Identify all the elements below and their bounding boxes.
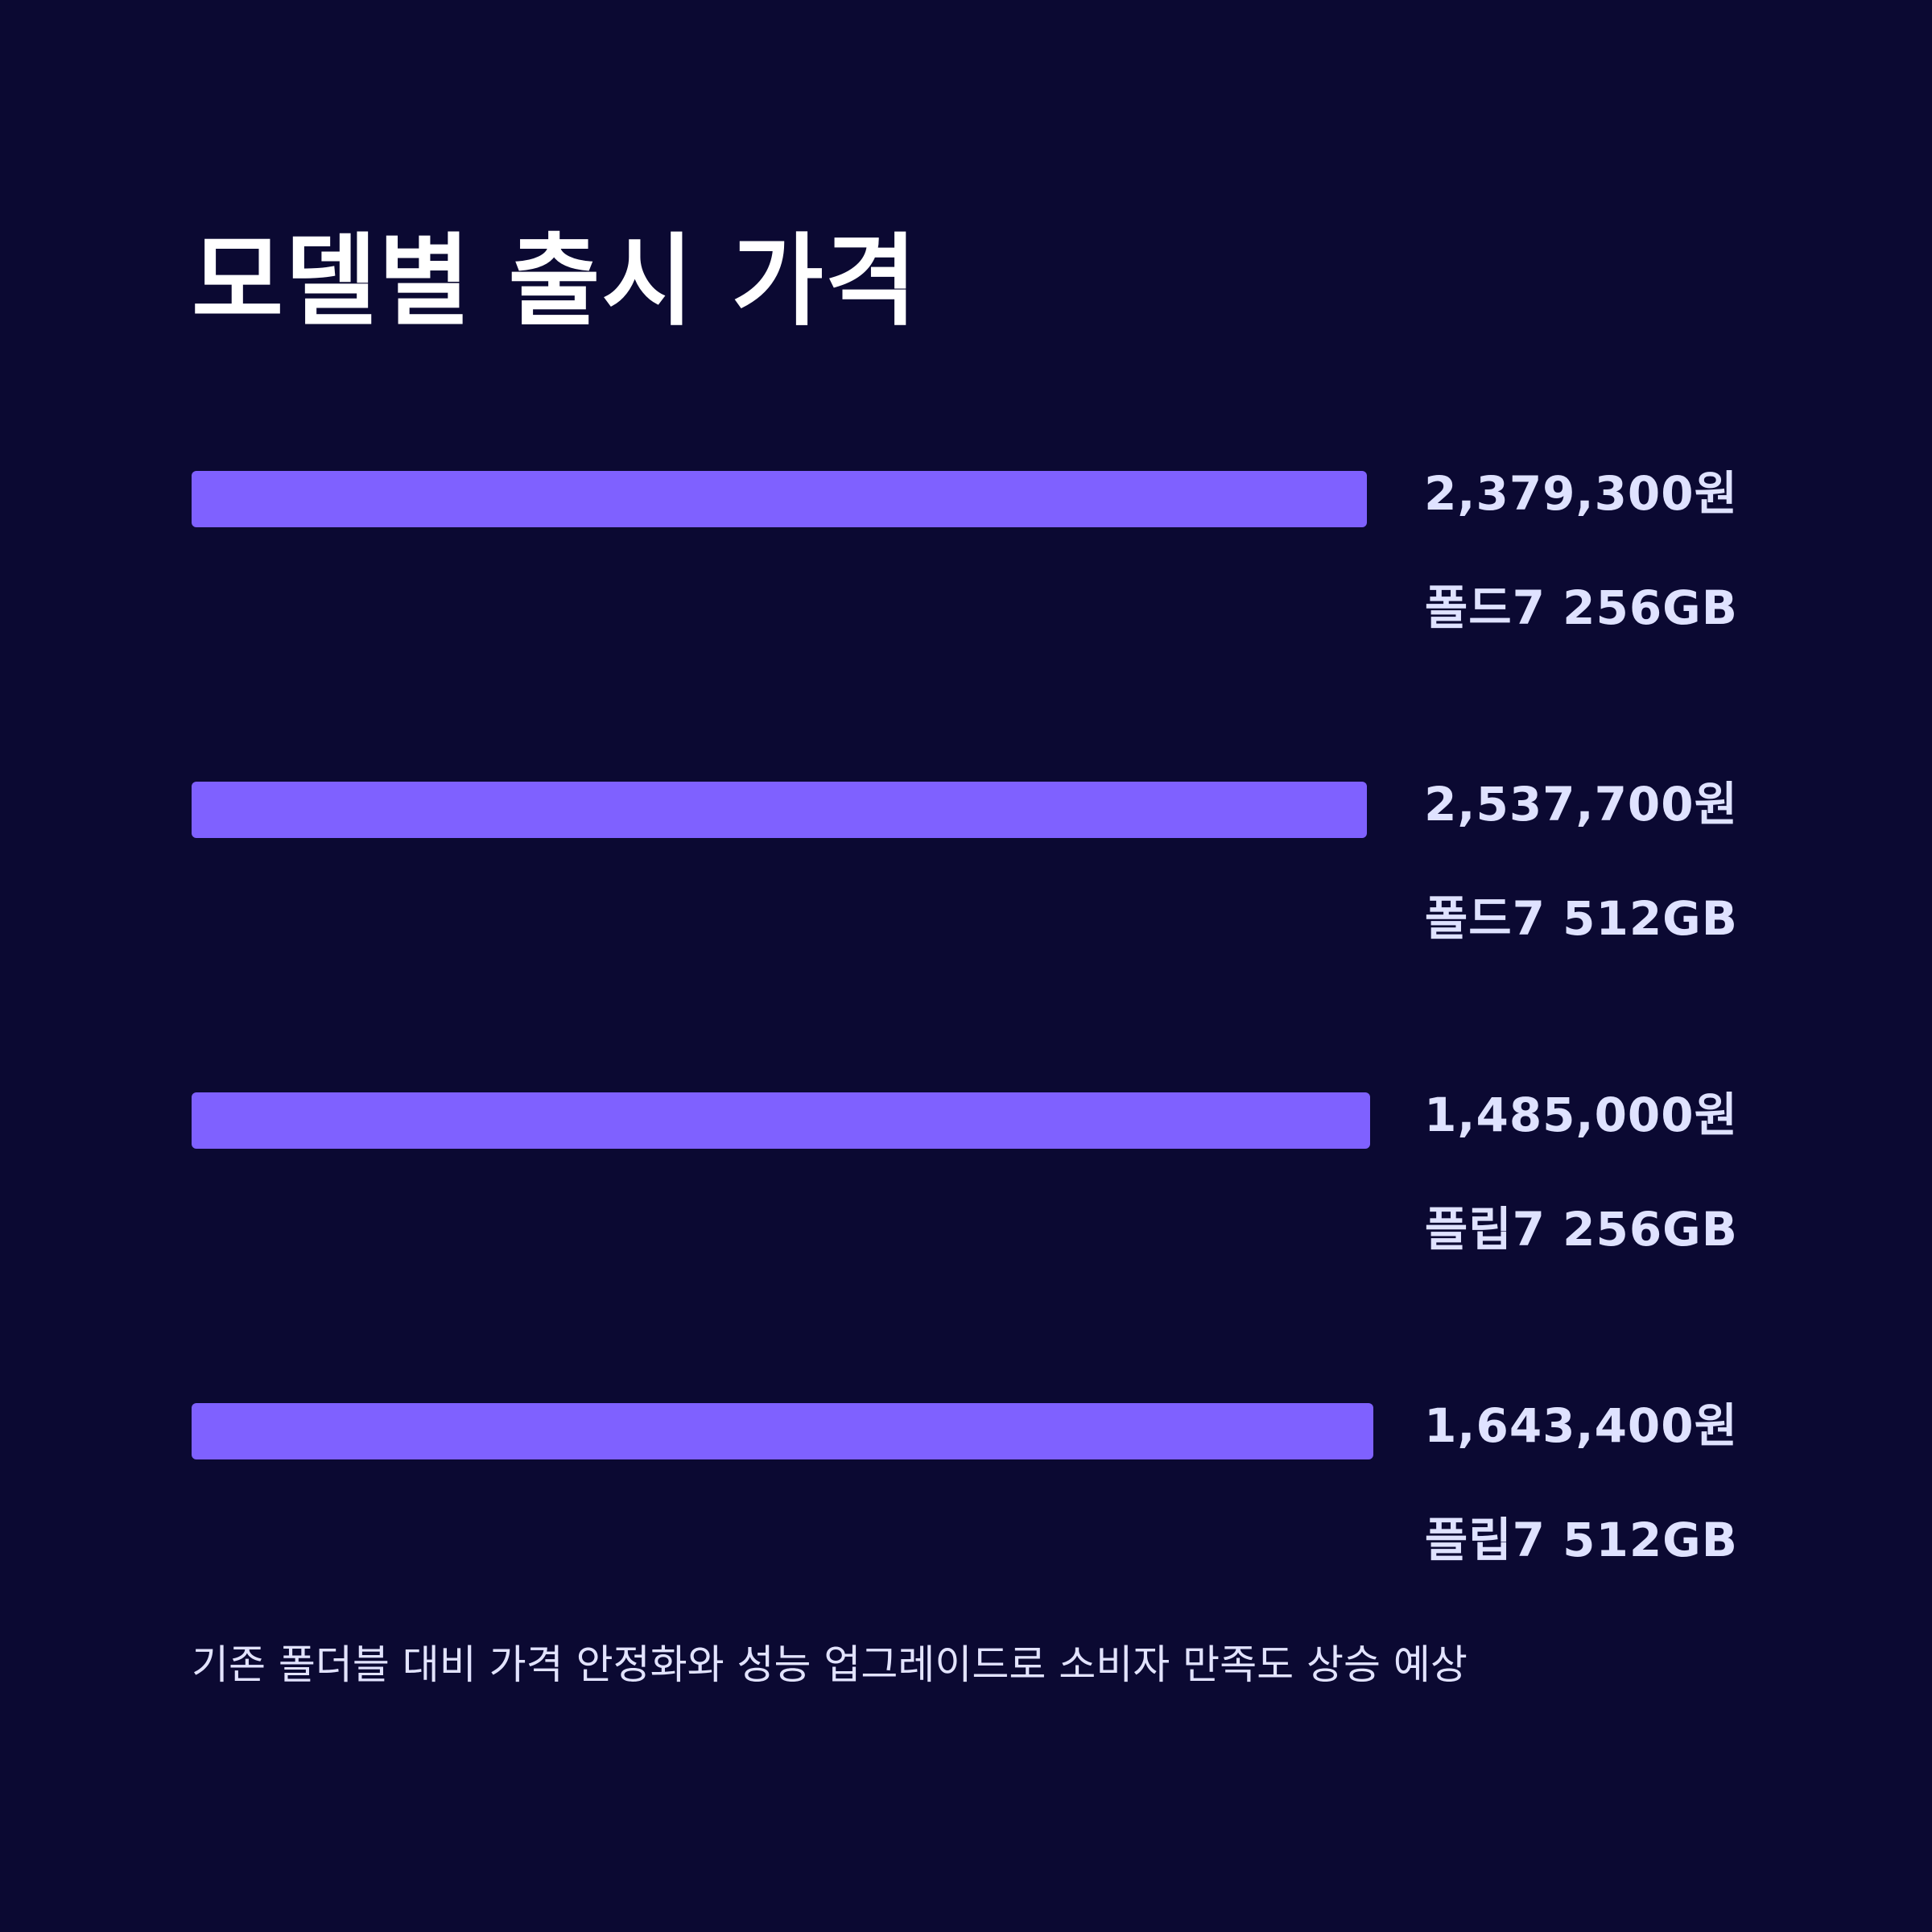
bar-category-label: 플립7 256GB [1424, 1202, 1738, 1257]
bar-row: 2,537,700원 폴드7 512GB [0, 777, 1932, 983]
chart-title: 모델별 출시 가격 [192, 224, 919, 340]
bar-value-label: 2,537,700원 [1424, 777, 1738, 832]
bar [192, 1403, 1373, 1459]
bar [192, 782, 1367, 838]
bar [192, 1092, 1370, 1149]
bar [192, 471, 1367, 527]
bar-row: 2,379,300원 폴드7 256GB [0, 466, 1932, 672]
bar-category-label: 폴드7 256GB [1424, 580, 1738, 635]
bar-value-label: 1,485,000원 [1424, 1088, 1738, 1142]
bar-category-label: 폴드7 512GB [1424, 891, 1738, 946]
bar-category-label: 플립7 512GB [1424, 1513, 1738, 1567]
bar-row: 1,643,400원 플립7 512GB [0, 1398, 1932, 1604]
bar-row: 1,485,000원 플립7 256GB [0, 1088, 1932, 1294]
bar-value-label: 2,379,300원 [1424, 466, 1738, 521]
bar-value-label: 1,643,400원 [1424, 1398, 1738, 1453]
footnote: 기존 폴더블 대비 가격 안정화와 성능 업그레이드로 소비자 만족도 상승 예… [192, 1641, 1468, 1688]
